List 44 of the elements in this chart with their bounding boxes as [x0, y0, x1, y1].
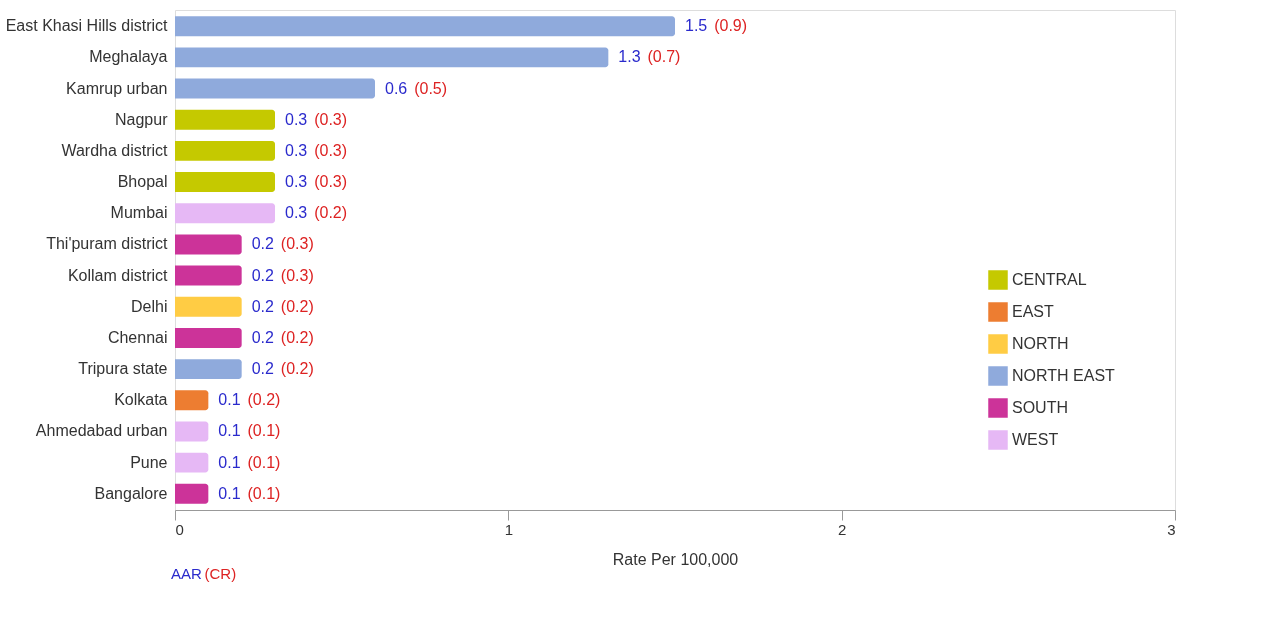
text: 0.6 (0.5) — [385, 79, 448, 97]
text: 0.3 (0.3) — [285, 173, 348, 191]
y-tick-label: East Khasi Hills district — [5, 17, 169, 35]
x-tick-label: 1 — [504, 520, 514, 538]
text: 0.3 (0.2) — [285, 204, 348, 222]
text: 1.5 (0.9) — [685, 17, 748, 35]
y-tick-label: Thi'puram district — [46, 235, 169, 253]
text: AAR (CR) — [171, 565, 237, 582]
y-tick-label: Pune — [130, 453, 168, 471]
x-tick-label: 2 — [837, 520, 847, 538]
y-tick-label: Delhi — [131, 297, 168, 315]
text: 0.3 (0.3) — [285, 110, 348, 128]
text: 0.1 (0.1) — [218, 484, 281, 502]
text: 0.2 (0.3) — [251, 266, 314, 284]
legend-label: WEST — [1012, 431, 1059, 448]
x-tick-label: 3 — [1167, 520, 1176, 538]
x-tick-label: 0 — [175, 520, 184, 538]
y-tick-label: Bangalore — [94, 484, 168, 502]
y-tick-label: Bhopal — [117, 173, 168, 191]
y-tick-label: Tripura state — [78, 360, 168, 378]
y-tick-label: Kolkata — [114, 391, 168, 409]
legend-label: CENTRAL — [1012, 271, 1087, 288]
text: 0.3 (0.3) — [285, 141, 348, 159]
text: 0.1 (0.2) — [218, 391, 281, 409]
y-tick-label: Meghalaya — [89, 48, 168, 66]
text: 0.2 (0.3) — [251, 235, 314, 253]
text: 0.1 (0.1) — [218, 453, 281, 471]
y-tick-label: Ahmedabad urban — [35, 422, 168, 440]
legend-label: NORTH — [1012, 335, 1069, 352]
y-tick-label: Chennai — [107, 328, 168, 346]
legend-label: NORTH EAST — [1012, 367, 1116, 384]
y-tick-label: Mumbai — [110, 204, 168, 222]
text: 0.2 (0.2) — [251, 360, 314, 378]
y-tick-label: Wardha district — [61, 141, 169, 159]
x-axis-title: Rate Per 100,000 — [612, 550, 739, 568]
text: 0.1 (0.1) — [218, 422, 281, 440]
y-tick-label: Nagpur — [115, 110, 169, 128]
legend-label: EAST — [1012, 303, 1055, 320]
text: 1.3 (0.7) — [618, 48, 681, 66]
y-tick-label: Kamrup urban — [66, 79, 168, 97]
y-tick-label: Kollam district — [67, 266, 169, 284]
text: 0.2 (0.2) — [251, 297, 314, 315]
legend-label: SOUTH — [1012, 399, 1068, 416]
text: 0.2 (0.2) — [251, 328, 314, 346]
